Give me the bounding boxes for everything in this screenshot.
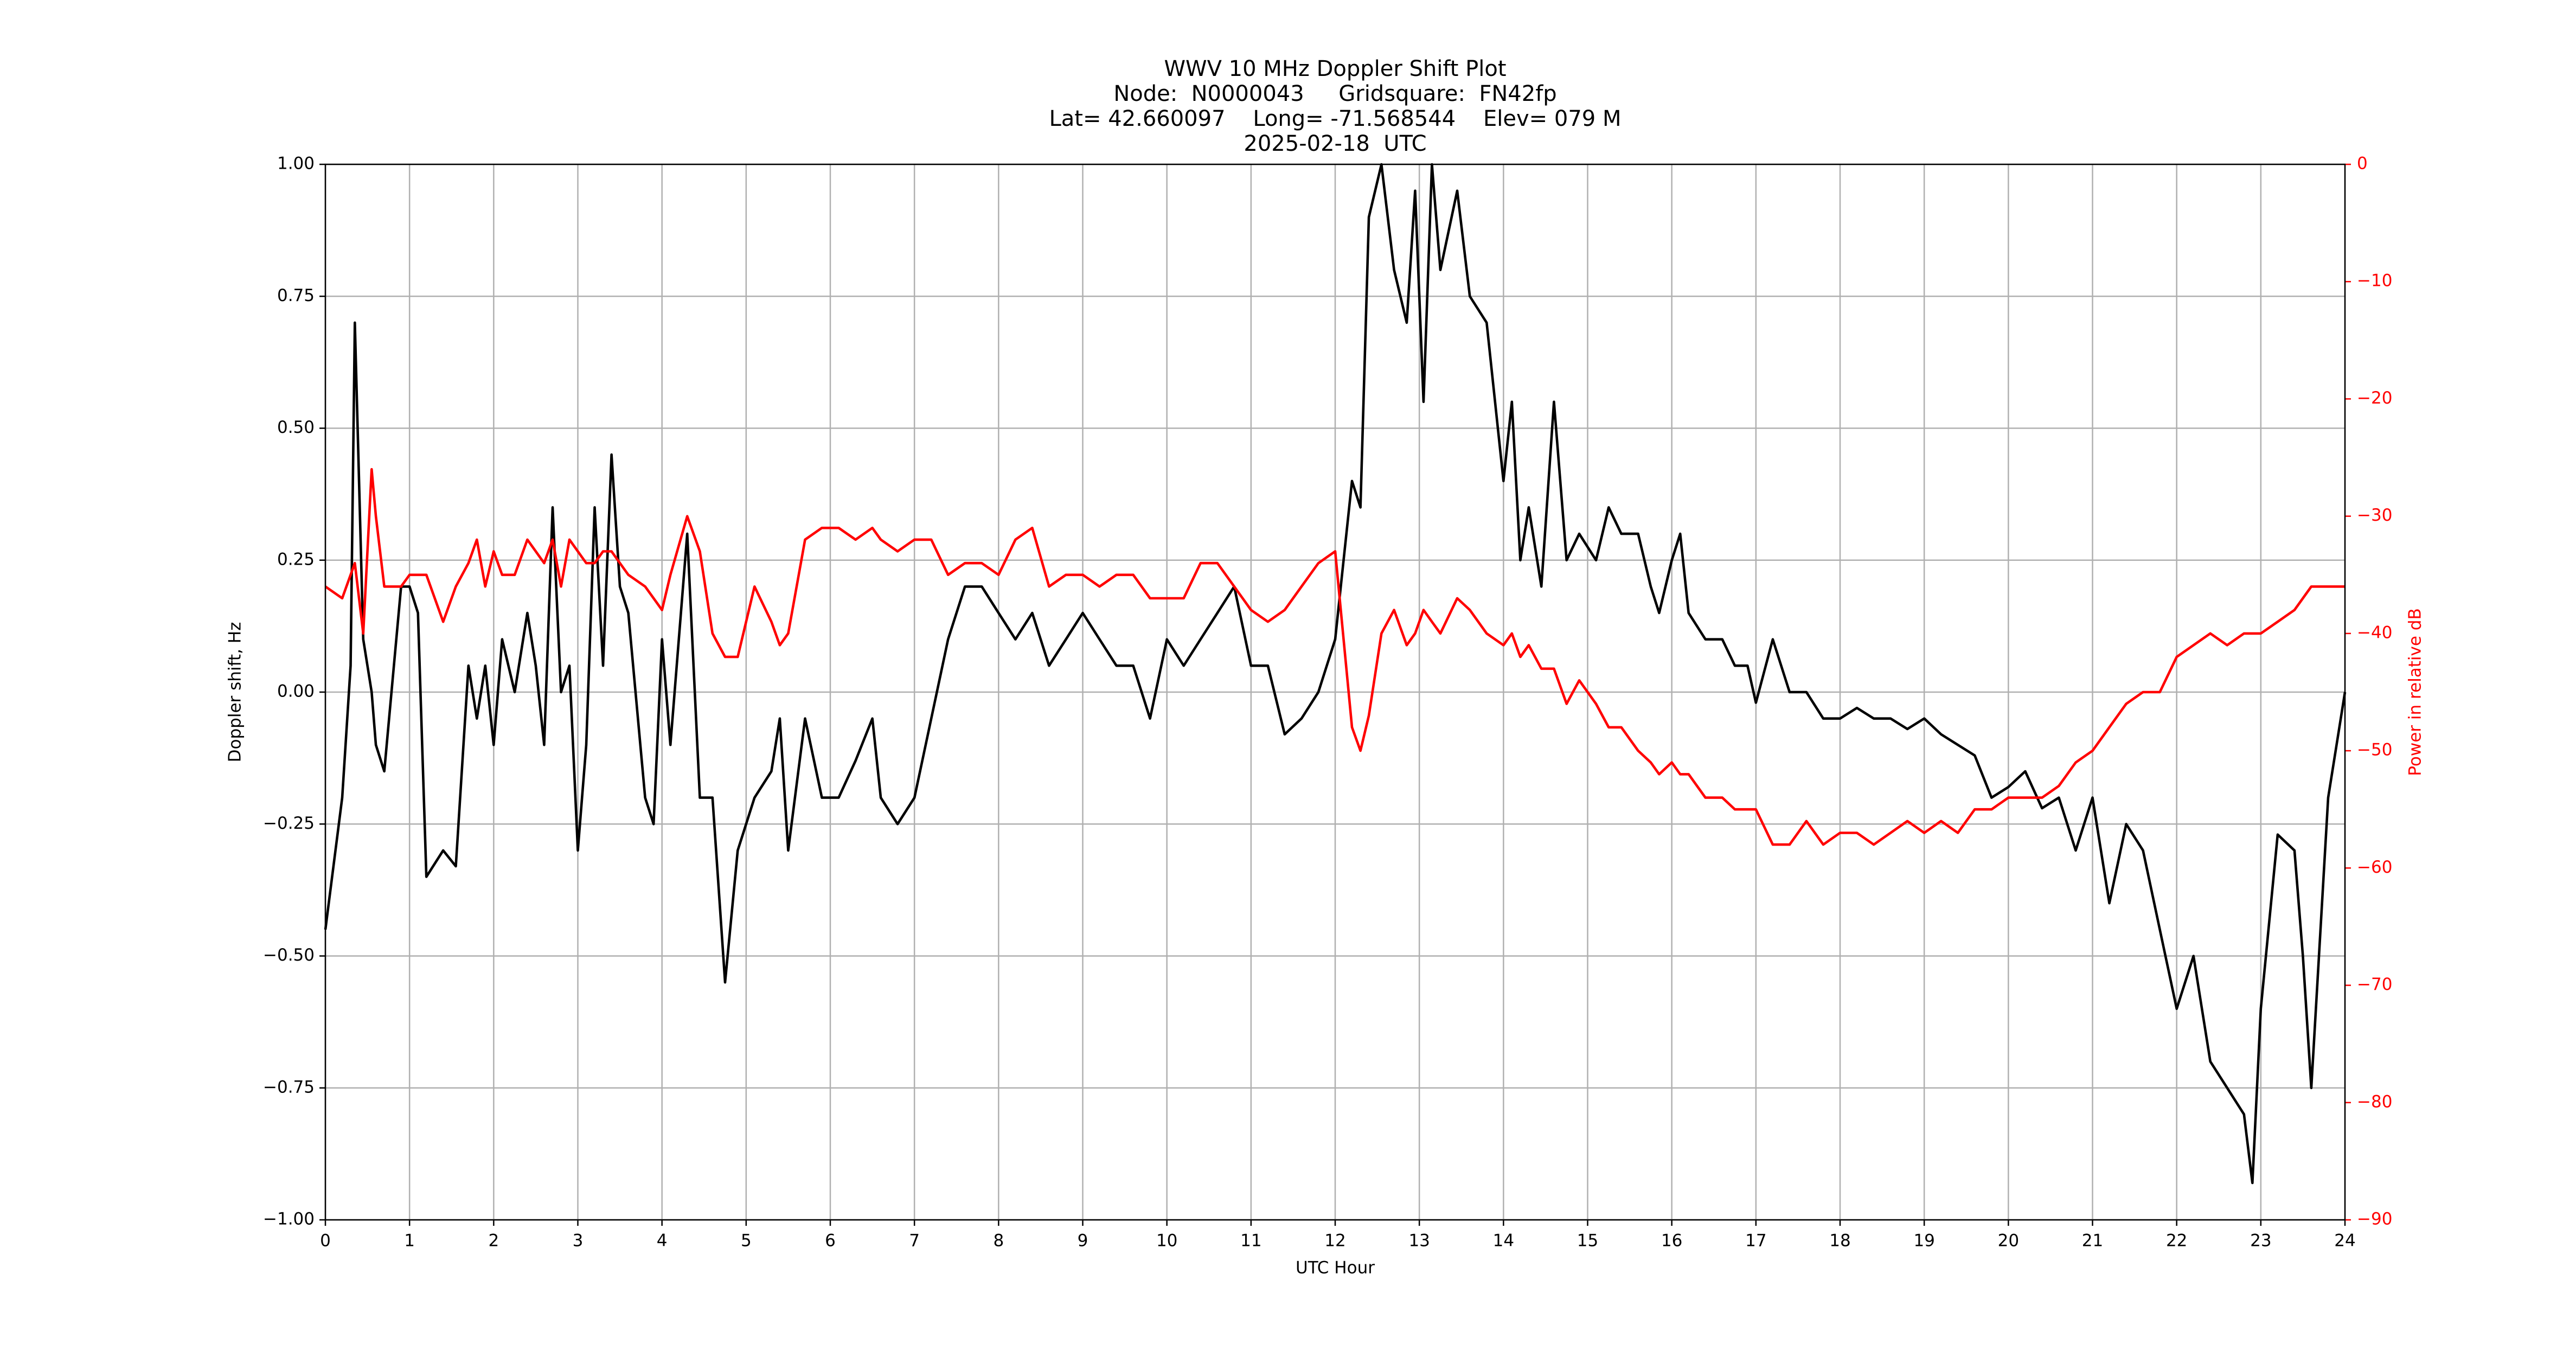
x-tick-label: 15 — [1577, 1231, 1598, 1251]
x-tick-label: 18 — [1829, 1231, 1850, 1251]
x-tick-label: 17 — [1745, 1231, 1766, 1251]
x-tick-label: 0 — [320, 1231, 331, 1251]
y-tick-label: 0.25 — [277, 549, 315, 569]
x-tick-label: 9 — [1078, 1231, 1088, 1251]
chart-subtitle: Lat= 42.660097 Long= -71.568544 Elev= 07… — [1049, 106, 1622, 131]
x-tick-label: 16 — [1661, 1231, 1682, 1251]
y2-tick-label: −80 — [2357, 1092, 2392, 1111]
y2-tick-label: −30 — [2357, 506, 2392, 525]
y2-axis-label: Power in relative dB — [2406, 608, 2425, 776]
x-tick-label: 5 — [741, 1231, 752, 1251]
x-tick-label: 22 — [2166, 1231, 2187, 1251]
x-tick-label: 8 — [993, 1231, 1004, 1251]
y2-tick-label: −50 — [2357, 740, 2392, 760]
y-tick-label: −0.25 — [263, 814, 315, 833]
x-tick-label: 23 — [2250, 1231, 2271, 1251]
chart-subtitle: 2025-02-18 UTC — [1244, 131, 1426, 156]
x-tick-label: 10 — [1156, 1231, 1177, 1251]
y2-tick-label: 0 — [2357, 154, 2368, 174]
y-tick-label: 0.00 — [277, 682, 315, 701]
x-tick-label: 6 — [825, 1231, 836, 1251]
y2-tick-label: −10 — [2357, 271, 2392, 291]
x-tick-label: 2 — [488, 1231, 499, 1251]
y-tick-label: 0.50 — [277, 418, 315, 437]
plot-frame — [324, 163, 2346, 1221]
y-tick-label: −0.50 — [263, 945, 315, 965]
x-tick-label: 7 — [909, 1231, 920, 1251]
chart-subtitle: Node: N0000043 Gridsquare: FN42fp — [1113, 81, 1556, 106]
y2-tick-label: −60 — [2357, 858, 2392, 877]
y-tick-label: −0.75 — [263, 1077, 315, 1097]
x-tick-label: 14 — [1493, 1231, 1514, 1251]
x-tick-label: 3 — [573, 1231, 584, 1251]
x-tick-label: 4 — [657, 1231, 668, 1251]
x-tick-label: 20 — [1998, 1231, 2019, 1251]
y-tick-label: 0.75 — [277, 286, 315, 305]
series-line — [324, 163, 2347, 1185]
y2-tick-label: −70 — [2357, 975, 2392, 994]
chart-title: WWV 10 MHz Doppler Shift Plot — [1164, 56, 1506, 81]
x-tick-label: 12 — [1324, 1231, 1345, 1251]
x-tick-label: 11 — [1240, 1231, 1261, 1251]
y2-tick-label: −40 — [2357, 623, 2392, 642]
y2-tick-label: −90 — [2357, 1210, 2392, 1229]
series-line — [324, 468, 2345, 846]
y-tick-label: −1.00 — [263, 1210, 315, 1229]
y-tick-label: 1.00 — [277, 154, 315, 174]
y-axis-label: Doppler shift, Hz — [226, 622, 245, 763]
x-tick-label: 13 — [1408, 1231, 1430, 1251]
x-axis-label: UTC Hour — [1296, 1258, 1375, 1278]
x-tick-label: 24 — [2334, 1231, 2355, 1251]
x-tick-label: 21 — [2082, 1231, 2103, 1251]
x-tick-label: 1 — [404, 1231, 415, 1251]
x-tick-label: 19 — [1913, 1231, 1934, 1251]
y2-tick-label: −20 — [2357, 388, 2392, 408]
